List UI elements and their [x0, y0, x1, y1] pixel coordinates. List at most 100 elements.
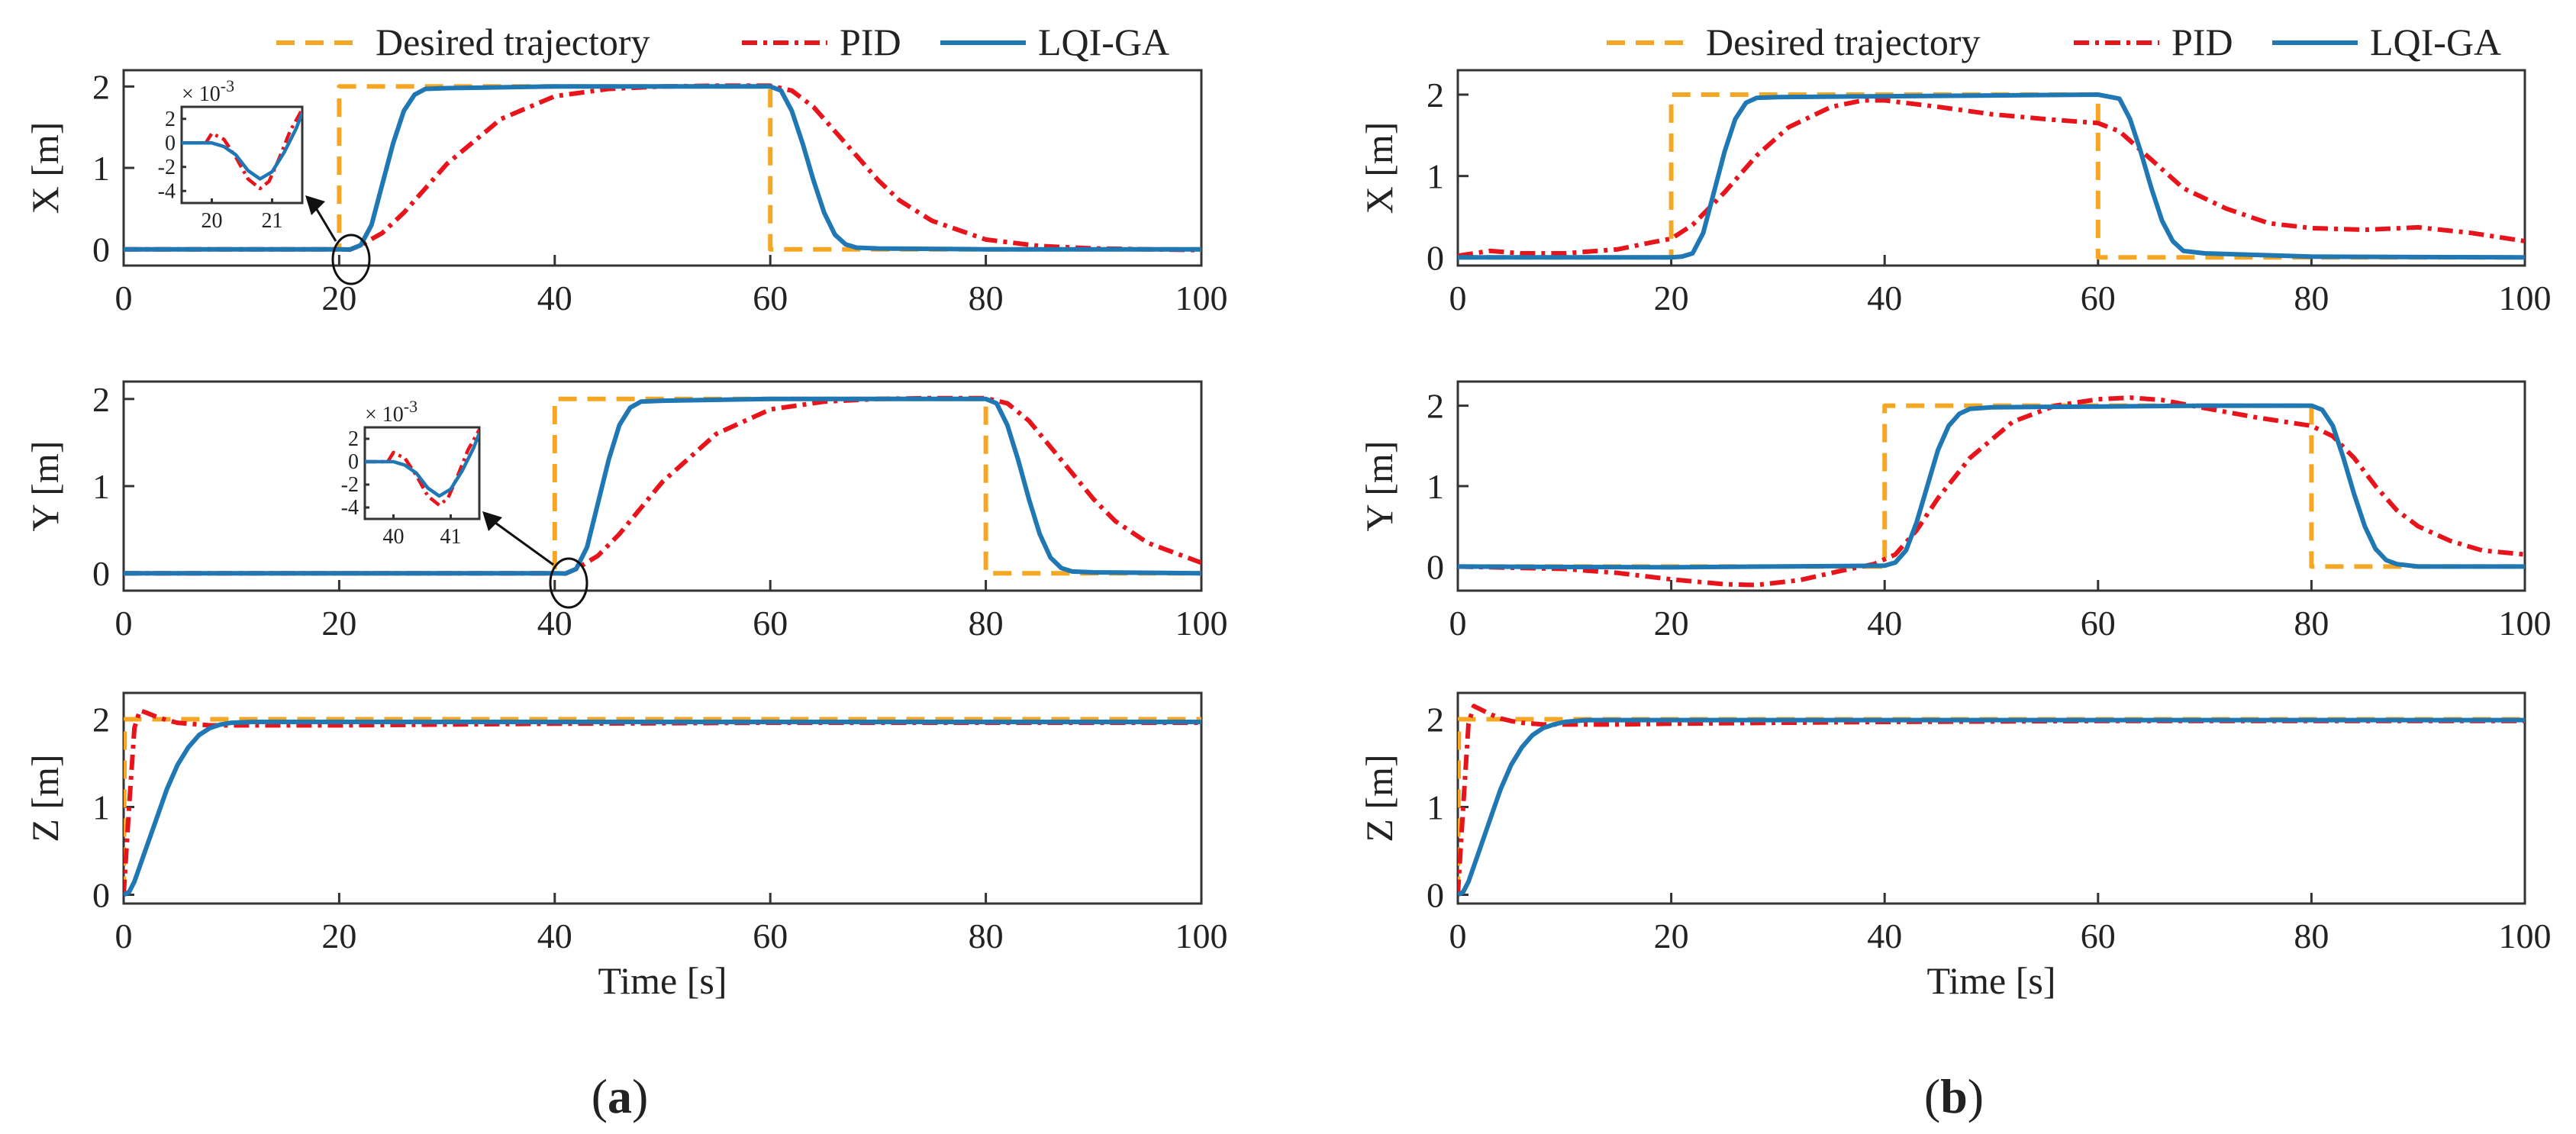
chart-a-y-xtick-label-2: 40	[537, 604, 572, 643]
chart-a-x-inset-ytick-label-1: 0	[165, 131, 176, 155]
chart-b-x-xtick-label-0: 0	[1449, 279, 1467, 317]
chart-a-y-xtick-label-0: 0	[115, 604, 133, 643]
chart-a-x-series-lqi	[124, 84, 1201, 252]
chart-a-y-inset-xtick-label-1: 41	[440, 525, 462, 549]
chart-b-x-xtick-label-1: 20	[1654, 279, 1689, 317]
chart-a-x-xtick-label-3: 60	[753, 279, 788, 317]
panel-label-b-open: (	[1924, 1069, 1940, 1123]
chart-b-z-xlabel: Time [s]	[1926, 959, 2055, 1002]
chart-a-y-inset-series-lqi	[365, 432, 479, 498]
chart-a-y-xtick-label-3: 60	[753, 604, 788, 643]
chart-b-y-xtick-label-0: 0	[1449, 604, 1467, 643]
panel-label-a-open: (	[592, 1069, 608, 1123]
chart-a-y-inset-ytick-label-2: -2	[341, 473, 359, 497]
chart-a-x-xtick-label-0: 0	[115, 279, 133, 317]
chart-b-x-ytick-label-1: 1	[1427, 157, 1444, 196]
chart-b-x-axes: 0 20 40 60 80 100 0 1 2	[1427, 69, 2552, 317]
chart-a-y-zoom-arrow-line	[489, 517, 554, 566]
chart-b-z-series-pid	[1458, 704, 2525, 895]
panel-label-b-close: )	[1968, 1069, 1984, 1123]
chart-b-x-ylabel: X [m]	[1358, 122, 1401, 214]
chart-a-x-ytick-label-0: 0	[92, 230, 110, 269]
chart-a-z-series-lqi	[124, 720, 1201, 897]
chart-b-x-xtick-label-3: 60	[2081, 279, 2116, 317]
chart-b-z-xtick-label-3: 60	[2081, 917, 2116, 955]
chart-a-y-inset-ytick-label-3: -4	[341, 496, 359, 520]
chart-a-x-xtick-label-2: 40	[537, 279, 572, 317]
chart-a-y-inset-xtick-label-0: 40	[383, 525, 405, 549]
chart-a-y-series-desired	[124, 396, 1201, 576]
chart-a-x-zoom-circle	[331, 234, 371, 285]
chart-a-x-inset-series-group	[182, 108, 302, 191]
chart-a-y-frame	[122, 380, 1203, 592]
chart-a-y-inset-ytick-label-1: 0	[348, 450, 359, 474]
chart-a-y-inset-axes: 40 41 20-2-4	[341, 426, 481, 549]
legend-a: Desired trajectory PID LQI-GA	[276, 21, 1169, 63]
chart-a-x-ytick-label-1: 1	[92, 149, 110, 188]
chart-a-y-ytick-label-0: 0	[92, 554, 110, 593]
chart-a-x-series-group	[124, 83, 1201, 253]
chart-b-z-xtick-label-0: 0	[1449, 917, 1467, 955]
legend-b: Desired trajectory PID LQI-GA	[1607, 21, 2501, 63]
chart-a-z-xtick-label-0: 0	[115, 917, 133, 955]
chart-b-x-series-group	[1458, 92, 2525, 260]
chart-a-x-xtick-label-1: 20	[321, 279, 356, 317]
chart-b-y-ytick-label-2: 2	[1427, 387, 1444, 426]
panel-label-a-close: )	[632, 1069, 648, 1123]
chart-a-y-series-pid	[124, 395, 1201, 576]
chart-b-x-series-pid	[1458, 98, 2525, 259]
chart-b-z-xtick-label-5: 100	[2499, 917, 2552, 955]
chart-a-x-xtick-label-5: 100	[1175, 279, 1228, 317]
chart-a-z-xtick-label-2: 40	[537, 917, 572, 955]
chart-a-z-ytick-label-0: 0	[92, 876, 110, 915]
chart-a-y-ylabel: Y [m]	[24, 441, 66, 532]
chart-b-y-series-group	[1458, 395, 2525, 588]
chart-b-z: 0 20 40 60 80 100 0 1 2 Z [m] Time [s]	[1358, 691, 2552, 1002]
chart-b-z-xtick-label-2: 40	[1867, 917, 1902, 955]
panel-label-a: (a)	[592, 1069, 649, 1123]
chart-a-z-series-pid	[124, 708, 1201, 895]
chart-a-x-inset-ytick-label-3: -4	[158, 179, 176, 203]
chart-a-y-inset-ytick-label-0: 2	[348, 427, 359, 451]
chart-a-y-ytick-label-1: 1	[92, 467, 110, 506]
chart-a-z-ylabel: Z [m]	[24, 754, 66, 842]
chart-a-z-series-group	[124, 708, 1201, 897]
chart-b-z-xtick-label-4: 80	[2294, 917, 2329, 955]
chart-b-x-xtick-label-2: 40	[1867, 279, 1902, 317]
chart-a-x-inset-exponent-base: × 10	[182, 82, 221, 106]
chart-a-y-ytick-label-2: 2	[92, 380, 110, 419]
chart-a-y-series-group	[124, 395, 1201, 576]
chart-b-x-ytick-label-0: 0	[1427, 238, 1444, 277]
chart-b-y-series-lqi	[1458, 403, 2525, 570]
chart-b-y-xtick-label-1: 20	[1654, 604, 1689, 643]
chart-a-x-inset-ytick-label-0: 2	[165, 108, 176, 131]
chart-b-z-ytick-label-0: 0	[1427, 876, 1444, 915]
chart-b-y-series-desired	[1458, 403, 2525, 569]
chart-a-y-inset-series-group	[365, 428, 479, 507]
legend-b-desired-label: Desired trajectory	[1706, 21, 1981, 63]
chart-a-z-axes: 0 20 40 60 80 100 0 1 2	[92, 691, 1228, 955]
chart-a-z-xtick-label-3: 60	[753, 917, 788, 955]
chart-a-z: 0 20 40 60 80 100 0 1 2 Z [m] Time [s]	[24, 691, 1228, 1002]
legend-a-desired-label: Desired trajectory	[376, 21, 650, 63]
chart-b-z-axes: 0 20 40 60 80 100 0 1 2	[1427, 691, 2552, 955]
chart-a-x-inset-xtick-label-0: 20	[202, 209, 223, 233]
chart-a-x-inset-exponent: × 10-3	[182, 76, 234, 106]
chart-a-y-xtick-label-5: 100	[1175, 604, 1228, 643]
chart-b-x-frame	[1456, 69, 2526, 267]
chart-a-y-inset-exponent: × 10-3	[365, 397, 418, 427]
chart-a-z-series-desired	[124, 717, 1201, 895]
chart-a-y-zoom-arrow-head	[482, 511, 502, 531]
chart-a-y-inset-series-pid	[365, 428, 479, 507]
chart-a-y-xtick-label-1: 20	[321, 604, 356, 643]
legend-b-pid-label: PID	[2171, 21, 2233, 63]
chart-b-y-ylabel: Y [m]	[1358, 441, 1401, 532]
chart-a-y-inset-exponent-base: × 10	[365, 403, 404, 427]
chart-a-x-inset-series-pid	[182, 108, 302, 191]
chart-b-x-series-desired	[1458, 92, 2525, 260]
